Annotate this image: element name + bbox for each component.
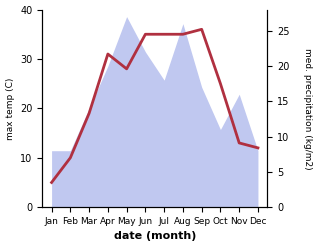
Y-axis label: med. precipitation (kg/m2): med. precipitation (kg/m2) bbox=[303, 48, 313, 169]
Y-axis label: max temp (C): max temp (C) bbox=[5, 77, 15, 140]
X-axis label: date (month): date (month) bbox=[114, 231, 196, 242]
